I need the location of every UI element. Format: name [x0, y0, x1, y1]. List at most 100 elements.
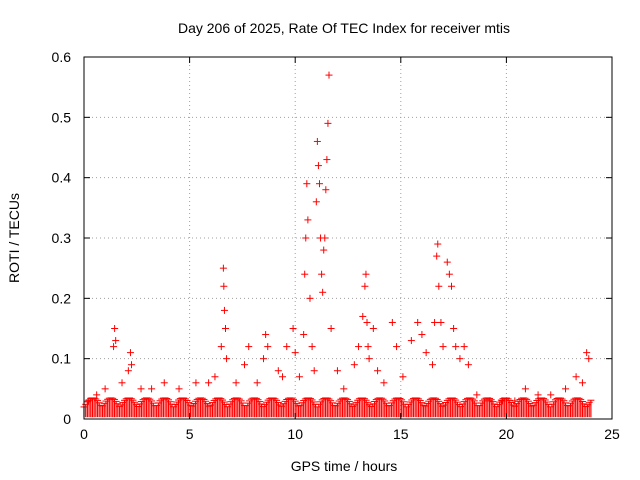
data-point — [369, 325, 377, 332]
data-point — [192, 379, 200, 387]
data-point — [314, 162, 322, 170]
data-point — [443, 258, 451, 266]
x-tick-label: 20 — [499, 426, 515, 442]
data-point — [101, 385, 109, 393]
data-point — [324, 119, 332, 127]
data-point — [572, 373, 580, 381]
data-point — [407, 337, 415, 345]
data-point — [310, 367, 318, 375]
data-point — [434, 240, 442, 248]
y-tick-label: 0 — [63, 411, 71, 427]
data-point — [124, 367, 132, 375]
data-point — [264, 343, 272, 351]
data-point — [428, 361, 436, 369]
y-tick-label: 0.2 — [52, 290, 72, 306]
data-point — [578, 379, 586, 387]
data-point — [223, 355, 231, 363]
y-axis-label: ROTI / TECUs — [6, 193, 22, 283]
data-point — [205, 379, 213, 387]
data-point — [315, 180, 323, 188]
data-point — [431, 318, 439, 326]
data-point — [308, 343, 316, 351]
data-point — [433, 252, 441, 260]
data-point — [211, 373, 219, 381]
x-tick-label: 5 — [186, 426, 194, 442]
data-point — [289, 325, 297, 332]
x-tick-label: 15 — [393, 426, 409, 442]
data-point — [585, 355, 593, 363]
data-point — [362, 270, 370, 278]
data-point — [295, 373, 303, 381]
data-point — [452, 343, 460, 351]
data-point — [148, 385, 156, 393]
data-point — [219, 264, 227, 272]
data-point — [393, 343, 401, 351]
data-point — [439, 343, 447, 351]
axis-ticks: 0 5 10 15 20 25 0 0.1 0.2 0.3 0.4 0.5 0.6 — [52, 49, 620, 442]
data-point — [456, 355, 464, 363]
data-point — [262, 331, 270, 339]
data-point — [318, 270, 326, 278]
data-point — [359, 312, 367, 320]
baseline-marker-band — [80, 397, 595, 418]
data-point — [304, 216, 312, 224]
data-point — [547, 391, 555, 399]
data-point — [283, 343, 291, 351]
data-point — [422, 349, 430, 357]
data-point — [126, 349, 134, 357]
x-tick-label: 0 — [80, 426, 88, 442]
data-point — [319, 288, 327, 296]
data-point — [291, 349, 299, 357]
data-point — [110, 343, 118, 351]
data-point — [320, 246, 328, 254]
data-point — [220, 306, 228, 314]
data-point — [473, 391, 481, 399]
x-tick-label: 25 — [604, 426, 620, 442]
data-point — [361, 282, 369, 290]
data-point — [220, 282, 228, 290]
data-point — [435, 282, 443, 290]
data-points — [80, 71, 595, 418]
data-point — [437, 318, 445, 326]
data-point — [521, 385, 529, 393]
y-tick-label: 0.4 — [52, 170, 72, 186]
data-point — [301, 270, 309, 278]
data-point — [128, 361, 136, 369]
data-point — [300, 331, 308, 339]
data-point — [303, 180, 311, 188]
data-point — [93, 391, 101, 399]
data-point — [118, 379, 126, 387]
data-point — [312, 198, 320, 206]
data-point — [363, 318, 371, 326]
data-point — [245, 343, 253, 351]
data-point — [111, 325, 119, 332]
data-point — [365, 355, 373, 363]
data-point — [445, 270, 453, 278]
data-point — [562, 385, 570, 393]
data-point — [418, 331, 426, 339]
data-point — [253, 379, 261, 387]
data-point — [374, 367, 382, 375]
data-point — [313, 137, 321, 145]
data-point — [306, 294, 314, 302]
data-point — [241, 361, 249, 369]
data-point — [364, 343, 372, 351]
data-point — [217, 343, 225, 351]
data-point — [260, 355, 268, 363]
data-point — [322, 186, 330, 194]
y-tick-label: 0.3 — [52, 230, 72, 246]
data-point — [112, 337, 120, 345]
data-point — [534, 391, 542, 399]
y-tick-label: 0.5 — [52, 109, 72, 125]
data-point — [137, 385, 145, 393]
data-point — [380, 379, 388, 387]
data-point — [333, 367, 341, 375]
data-point — [279, 373, 287, 381]
data-point — [222, 325, 230, 332]
data-point — [388, 318, 396, 326]
x-tick-label: 10 — [287, 426, 303, 442]
data-point — [302, 234, 310, 242]
data-point — [321, 234, 329, 242]
data-point — [325, 71, 333, 79]
